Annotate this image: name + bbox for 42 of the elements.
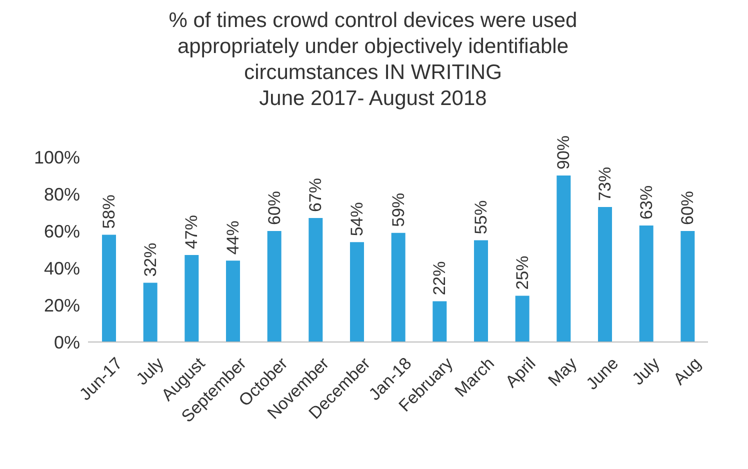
data-label: 58% <box>100 194 118 229</box>
data-label: 32% <box>140 242 160 277</box>
bar <box>267 231 282 342</box>
chart-title: % of times crowd control devices were used appropriately under objectively identifiable circumstances IN WRITING <box>168 9 578 84</box>
bar <box>102 234 116 342</box>
bar <box>680 231 695 342</box>
y-tick-label: 40% <box>44 258 80 278</box>
bar <box>226 260 240 342</box>
data-label: 60% <box>678 190 698 225</box>
bar <box>432 301 447 342</box>
data-label: 22% <box>430 261 450 296</box>
data-label: 67% <box>306 178 326 212</box>
y-tick-label: 60% <box>44 221 80 242</box>
bar <box>639 225 654 342</box>
bar <box>184 255 199 342</box>
data-label: 63% <box>636 185 656 220</box>
y-tick-label: 100% <box>34 147 80 168</box>
y-tick-label: 0% <box>54 332 80 352</box>
data-label: 90% <box>554 135 574 170</box>
data-label: 44% <box>224 220 242 255</box>
y-tick-label: 80% <box>44 184 80 204</box>
bar <box>143 282 158 342</box>
chart-subtitle: June 2017- August 2018 <box>258 86 488 112</box>
data-label: 47% <box>182 215 202 250</box>
bar <box>474 240 488 342</box>
bar <box>515 296 530 342</box>
bar <box>598 206 612 342</box>
bar <box>556 176 571 342</box>
data-label: 55% <box>472 200 490 234</box>
data-label: 59% <box>388 192 408 227</box>
data-label: 25% <box>512 256 532 290</box>
bar <box>350 242 364 342</box>
x-tick-label: May <box>544 354 581 390</box>
data-label: 54% <box>348 202 366 236</box>
y-tick-label: 20% <box>44 295 80 316</box>
bar <box>391 232 406 342</box>
x-tick-label: July <box>628 354 664 389</box>
bar <box>308 218 323 342</box>
x-tick-label: Aug <box>670 354 705 389</box>
data-label: 73% <box>596 166 614 201</box>
x-tick-label: July <box>132 354 168 389</box>
data-label: 60% <box>264 190 284 225</box>
